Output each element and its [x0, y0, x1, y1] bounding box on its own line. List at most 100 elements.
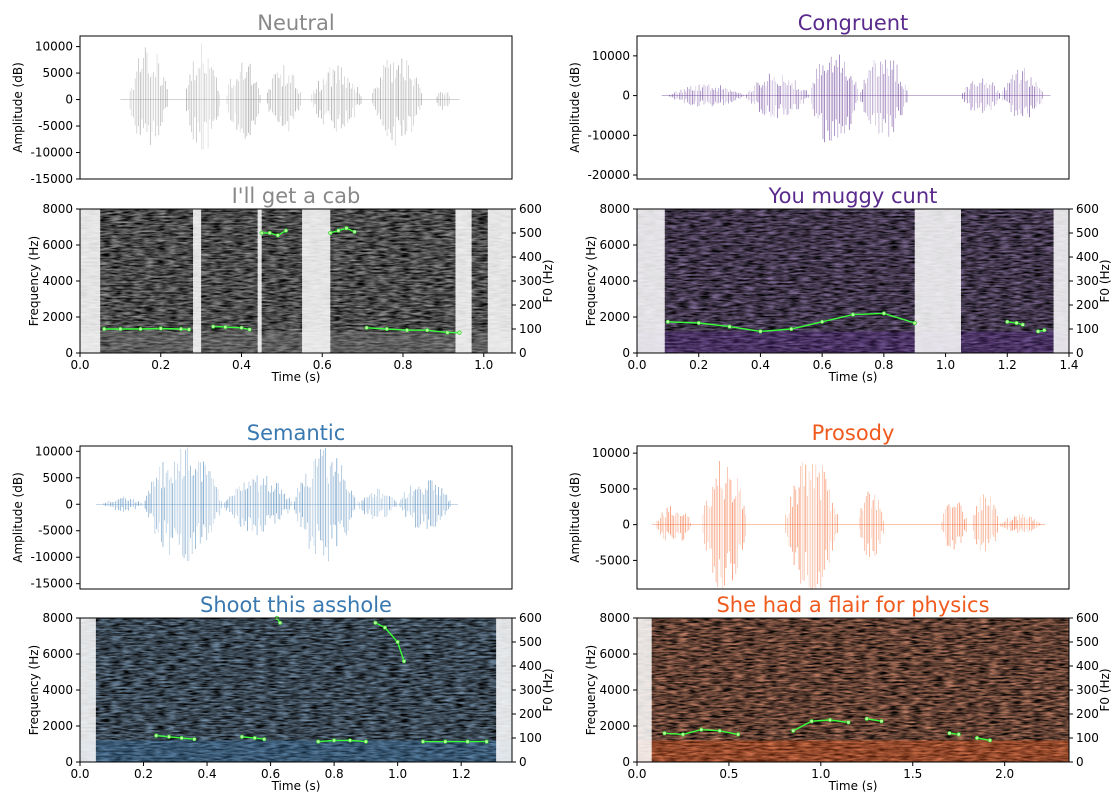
- waveform-y-label: Amplitude (dB): [11, 62, 25, 153]
- f0-point: [283, 228, 289, 233]
- spectrogram-silence: [637, 209, 665, 353]
- y2-tick-label: 0: [1076, 755, 1084, 769]
- x-tick-label: 1.0: [474, 358, 493, 372]
- f0-trace: [364, 325, 462, 335]
- waveform-segment: [1000, 514, 1041, 533]
- f0-line: [261, 229, 287, 237]
- y2-tick-label: 0: [519, 346, 527, 360]
- waveform-signal: [95, 447, 458, 562]
- waveform-y-label: Amplitude (dB): [568, 472, 582, 563]
- waveform-segment: [785, 461, 838, 589]
- f0-point: [665, 319, 670, 324]
- f0-point: [699, 727, 704, 732]
- waveform-segment: [224, 475, 292, 536]
- y2-tick-label: 500: [1076, 635, 1099, 649]
- x-tick-label: 1.0: [811, 767, 830, 781]
- y-tick-label: 6000: [599, 647, 630, 661]
- waveform-segment: [398, 479, 451, 529]
- f0-point: [947, 731, 952, 736]
- f0-point: [138, 326, 143, 332]
- waveform-segment: [103, 496, 143, 512]
- y2-tick-label: 100: [519, 322, 542, 336]
- f0-trace: [947, 731, 961, 737]
- spectrogram-low-band: [637, 331, 1069, 353]
- waveform-frame: [636, 35, 1070, 180]
- f0-point: [102, 326, 107, 332]
- f0-point: [384, 326, 389, 332]
- f0-trace: [1036, 328, 1047, 334]
- waveform-signal: [120, 43, 460, 150]
- spectrogram-x-label: Time (s): [271, 370, 321, 384]
- y-tick-label: 8000: [42, 202, 73, 216]
- f0-point: [827, 717, 833, 723]
- y-tick-label: -15000: [30, 172, 73, 186]
- x-tick-label: 1.0: [388, 767, 407, 781]
- f0-trace: [1005, 319, 1025, 327]
- y-tick-label: -15000: [30, 577, 73, 591]
- y-tick-label: 2000: [599, 310, 630, 324]
- spectrogram-f0-label: F0 (Hz): [541, 259, 555, 302]
- spectrogram-x-label: Time (s): [828, 779, 878, 793]
- x-tick-label: 0.5: [719, 767, 738, 781]
- f0-trace: [154, 733, 197, 742]
- f0-point: [352, 229, 357, 234]
- y2-tick-label: 300: [1076, 683, 1099, 697]
- f0-trace: [316, 738, 368, 744]
- f0-point: [425, 328, 430, 333]
- spectrogram-y-label: Frequency (Hz): [27, 645, 41, 736]
- y-tick-label: 4000: [42, 274, 73, 288]
- f0-point: [223, 324, 228, 330]
- spectrogram-f0-label: F0 (Hz): [1098, 259, 1112, 302]
- waveform-panel-1: Congruent 10000 0 -10000 -20000 Amplitude (dB…: [568, 11, 1070, 182]
- y-tick-label: 0: [622, 755, 630, 769]
- f0-point: [336, 228, 341, 233]
- f0-point: [1020, 322, 1025, 327]
- y-tick-label: -10000: [30, 550, 73, 564]
- y-tick-label: 0: [65, 497, 73, 511]
- f0-point: [789, 326, 794, 332]
- f0-trace: [211, 324, 252, 332]
- waveform-title: Neutral: [257, 11, 335, 35]
- f0-point: [239, 734, 245, 739]
- y-tick-label: 10000: [592, 49, 630, 63]
- y-tick-label: -10000: [30, 146, 73, 160]
- x-tick-label: 0.2: [134, 767, 153, 781]
- y-tick-label: -5000: [38, 119, 73, 133]
- f0-point: [252, 735, 257, 741]
- f0-line: [156, 734, 195, 740]
- f0-point: [1014, 320, 1019, 326]
- spectrogram-low-band: [80, 331, 512, 353]
- x-tick-label: 0.0: [70, 358, 89, 372]
- f0-point: [179, 735, 184, 741]
- f0-line: [213, 325, 250, 331]
- f0-point: [382, 625, 388, 630]
- f0-point: [956, 732, 961, 737]
- x-tick-label: 2.0: [995, 767, 1014, 781]
- x-tick-label: 0.4: [232, 358, 251, 372]
- y-tick-label: 0: [622, 346, 630, 360]
- spectrogram-panel-1: You muggy cunt 0.0 0.2 0.4 0.6 0.8 1.0 1.2 1.4 Ti…: [584, 184, 1112, 384]
- f0-trace: [662, 727, 741, 737]
- spectrogram-silence: [193, 209, 202, 353]
- spectrogram-title: Shoot this asshole: [200, 593, 392, 617]
- spectrogram-silence: [302, 209, 331, 353]
- f0-point: [791, 728, 796, 733]
- y-tick-label: 4000: [42, 683, 73, 697]
- f0-point: [809, 719, 814, 724]
- f0-point: [820, 319, 825, 324]
- x-tick-label: 0.8: [874, 358, 893, 372]
- y2-tick-label: 100: [1076, 731, 1099, 745]
- f0-point: [247, 327, 252, 332]
- x-tick-label: 0.2: [151, 358, 170, 372]
- spectrogram-x-label: Time (s): [271, 779, 321, 793]
- f0-point: [696, 320, 701, 326]
- y2-tick-label: 600: [519, 611, 542, 625]
- x-tick-label: 0.6: [313, 358, 332, 372]
- f0-point: [186, 327, 192, 332]
- y-tick-label: 5000: [599, 482, 630, 496]
- waveform-segment: [294, 448, 356, 562]
- f0-point: [373, 620, 378, 625]
- f0-line: [976, 737, 991, 742]
- waveform-segment: [267, 65, 301, 132]
- f0-point: [457, 330, 462, 335]
